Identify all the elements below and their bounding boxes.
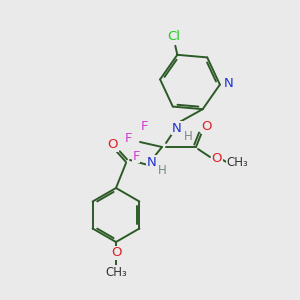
Text: CH₃: CH₃: [226, 157, 248, 169]
Text: Cl: Cl: [167, 30, 180, 43]
Text: O: O: [108, 139, 118, 152]
Text: H: H: [184, 130, 192, 142]
Text: CH₃: CH₃: [105, 266, 127, 278]
Text: N: N: [172, 122, 182, 134]
Text: F: F: [141, 119, 149, 133]
Text: N: N: [224, 77, 234, 90]
Text: N: N: [147, 155, 157, 169]
Text: F: F: [125, 133, 133, 146]
Text: F: F: [132, 149, 140, 163]
Text: O: O: [212, 152, 222, 164]
Text: O: O: [202, 121, 212, 134]
Text: O: O: [111, 247, 121, 260]
Text: H: H: [158, 164, 166, 176]
